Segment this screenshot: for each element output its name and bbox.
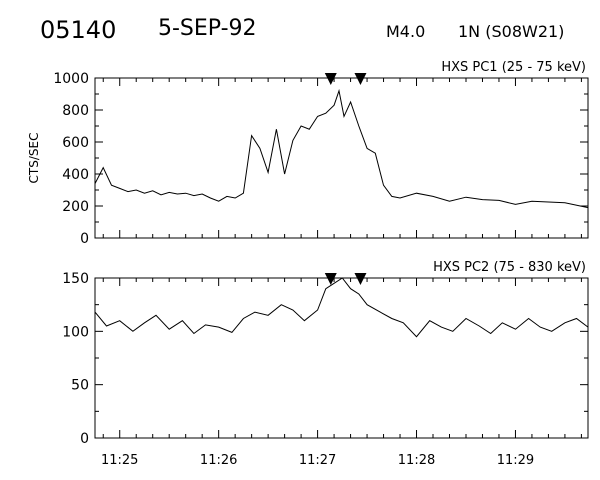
x-tick-label: 11:27 <box>299 453 336 468</box>
y-tick-label: 0 <box>80 431 89 447</box>
y-axis-label: CTS/SEC <box>27 133 41 184</box>
count-rate-line <box>94 88 589 209</box>
y-tick-label: 600 <box>62 135 89 151</box>
panel-title: HXS PC2 (75 - 830 keV) <box>433 260 586 275</box>
event-id: 05140 <box>40 16 117 44</box>
y-tick-label: 0 <box>80 231 89 247</box>
y-tick-label: 400 <box>62 167 89 183</box>
event-date: 5-SEP-92 <box>158 16 257 41</box>
y-tick-label: 1000 <box>53 71 89 87</box>
flare-class: M4.0 <box>386 22 426 41</box>
x-tick-label: 11:26 <box>200 453 237 468</box>
count-rate-line <box>94 277 589 338</box>
time-marker <box>354 73 367 85</box>
panel-title: HXS PC1 (25 - 75 keV) <box>441 60 586 75</box>
flare-location: 1N (S08W21) <box>458 22 565 41</box>
y-tick-label: 800 <box>62 103 89 119</box>
x-tick-label: 11:25 <box>101 453 138 468</box>
y-tick-label: 150 <box>62 271 89 287</box>
time-marker <box>324 273 337 285</box>
time-marker <box>354 273 367 285</box>
x-tick-label: 11:29 <box>497 453 534 468</box>
y-tick-label: 50 <box>71 378 89 394</box>
x-tick-label: 11:28 <box>398 453 435 468</box>
plot-frame <box>94 277 589 439</box>
y-tick-label: 100 <box>62 324 89 340</box>
time-marker <box>324 73 337 85</box>
y-tick-label: 200 <box>62 199 89 215</box>
